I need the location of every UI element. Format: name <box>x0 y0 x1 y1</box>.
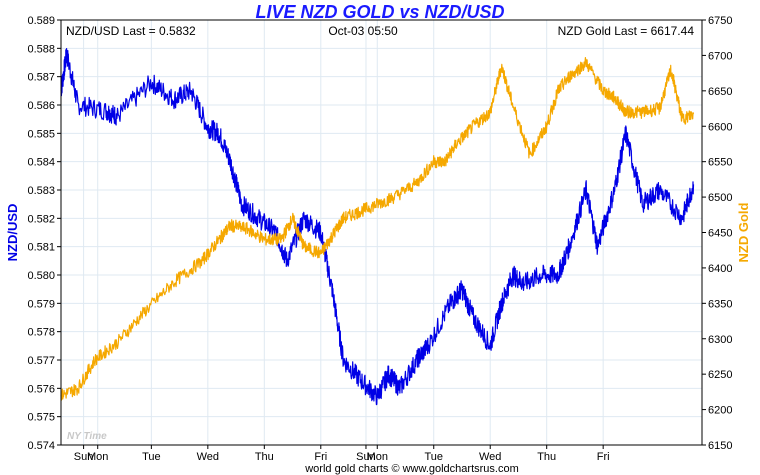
nzdusd-last-readout: NZD/USD Last = 0.5832 <box>66 24 196 38</box>
x-tick-label: Wed <box>479 451 501 463</box>
x-tick-label: Mon <box>87 451 108 463</box>
left-tick-label: 0.589 <box>27 15 55 27</box>
left-tick-label: 0.581 <box>27 242 55 254</box>
left-tick-label: 0.586 <box>27 100 55 112</box>
timezone-watermark: NY Time <box>67 431 107 442</box>
right-tick-label: 6300 <box>708 334 732 346</box>
x-tick-label: Sun <box>74 451 94 463</box>
x-tick-label: Wed <box>197 451 219 463</box>
left-tick-label: 0.580 <box>27 270 55 282</box>
right-tick-label: 6200 <box>708 405 732 417</box>
nzdusd-series-line <box>60 48 695 406</box>
gold-series-line <box>60 57 695 401</box>
footer-credit: world gold charts © www.goldchartsrus.co… <box>304 463 519 475</box>
right-tick-label: 6750 <box>708 15 732 27</box>
x-tick-label: Tue <box>424 451 443 463</box>
x-tick-label: Fri <box>597 451 610 463</box>
right-tick-label: 6350 <box>708 298 732 310</box>
gold-last-readout: NZD Gold Last = 6617.44 <box>558 24 695 38</box>
left-tick-label: 0.582 <box>27 213 55 225</box>
right-tick-label: 6650 <box>708 86 732 98</box>
timestamp-readout: Oct-03 05:50 <box>328 24 398 38</box>
x-tick-label: Thu <box>537 451 556 463</box>
x-tick-label: Fri <box>314 451 327 463</box>
left-tick-label: 0.574 <box>27 440 55 452</box>
right-tick-label: 6550 <box>708 157 732 169</box>
left-tick-label: 0.583 <box>27 185 55 197</box>
y-axis-label-right: NZD Gold <box>736 202 751 262</box>
y-axis-label-left: NZD/USD <box>5 204 20 262</box>
left-tick-label: 0.587 <box>27 72 55 84</box>
x-tick-label: Tue <box>142 451 161 463</box>
left-tick-label: 0.584 <box>27 157 55 169</box>
left-tick-label: 0.577 <box>27 355 55 367</box>
axis-ticks: 0.574 0.575 0.576 0.577 0.578 0.579 0.580 0.581… <box>27 15 732 463</box>
right-tick-label: 6250 <box>708 369 732 381</box>
right-tick-label: 6150 <box>708 440 732 452</box>
left-tick-label: 0.579 <box>27 298 55 310</box>
x-tick-label: Mon <box>367 451 388 463</box>
right-tick-label: 6700 <box>708 50 732 62</box>
right-tick-label: 6400 <box>708 263 732 275</box>
left-tick-label: 0.588 <box>27 43 55 55</box>
left-tick-label: 0.585 <box>27 128 55 140</box>
right-tick-label: 6450 <box>708 228 732 240</box>
left-tick-label: 0.578 <box>27 327 55 339</box>
left-tick-label: 0.576 <box>27 383 55 395</box>
right-tick-label: 6500 <box>708 192 732 204</box>
x-tick-label: Thu <box>255 451 274 463</box>
chart-title: LIVE NZD GOLD vs NZD/USD <box>255 2 504 22</box>
right-tick-label: 6600 <box>708 121 732 133</box>
left-tick-label: 0.575 <box>27 412 55 424</box>
series-layer <box>60 48 695 406</box>
x-tick-label: Sun <box>356 451 376 463</box>
